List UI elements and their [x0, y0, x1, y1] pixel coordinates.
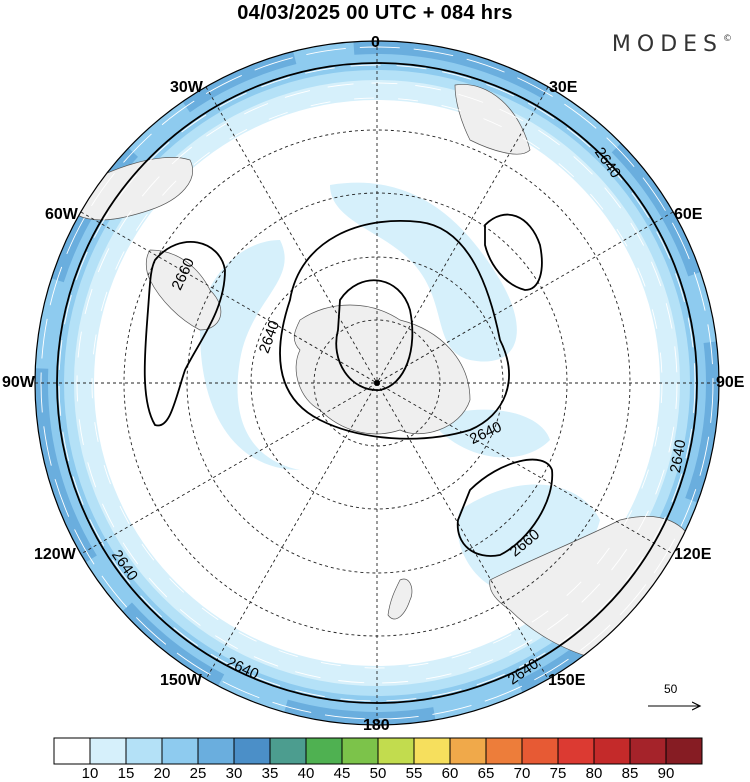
colorbar-swatch — [521, 737, 559, 765]
colorbar-swatch — [557, 737, 595, 765]
colorbar-swatch — [53, 737, 91, 765]
contour-label-east-edge: 2640 — [667, 438, 690, 474]
lon-label-60e: 60E — [674, 206, 703, 223]
colorbar-swatch — [449, 737, 487, 765]
colorbar-tick-label: 75 — [549, 765, 567, 782]
antarctica — [293, 304, 471, 435]
colorbar-tick-label: 20 — [153, 765, 171, 782]
colorbar-swatch — [197, 737, 235, 765]
colorbar-swatch — [269, 737, 307, 765]
contour-2660-west — [143, 241, 226, 427]
lon-label-90e: 90E — [716, 374, 745, 391]
colorbar-swatch — [629, 737, 667, 765]
map-title: 04/03/2025 00 UTC + 084 hrs — [237, 2, 513, 24]
south-america-tip — [145, 249, 222, 331]
lon-label-120w: 120W — [34, 546, 76, 563]
africa-tip — [454, 84, 531, 155]
colorbar-swatch — [341, 737, 379, 765]
new-zealand — [387, 578, 413, 620]
lon-label-180: 180 — [363, 717, 390, 734]
contour-2640-inner — [279, 220, 510, 440]
lon-label-60w: 60W — [45, 206, 78, 223]
colorbar-swatch — [125, 737, 163, 765]
colorbar-tick-label: 55 — [405, 765, 423, 782]
colorbar-swatch — [485, 737, 523, 765]
map-border — [34, 40, 720, 726]
lon-label-120e: 120E — [674, 546, 712, 563]
colorbar-swatch — [377, 737, 415, 765]
colorbar-swatch — [233, 737, 271, 765]
lon-label-150e: 150E — [548, 672, 586, 689]
colorbar-tick-label: 40 — [297, 765, 315, 782]
height-contours — [56, 62, 698, 704]
colorbar-tick-label: 50 — [369, 765, 387, 782]
colorbar-tick-label: 65 — [477, 765, 495, 782]
colorbar-tick-label: 90 — [657, 765, 675, 782]
brand-text: MODES — [611, 32, 723, 57]
colorbar-tick-label: 10 — [81, 765, 99, 782]
colorbar-tick-label: 70 — [513, 765, 531, 782]
colorbar-tick-label: 30 — [225, 765, 243, 782]
colorbar-tick-label: 25 — [189, 765, 207, 782]
lon-label-90w: 90W — [2, 374, 35, 391]
colorbar-tick-label: 85 — [621, 765, 639, 782]
colorbar-tick-label: 35 — [261, 765, 279, 782]
lon-label-30w: 30W — [170, 79, 203, 96]
lon-label-0: 0 — [371, 34, 380, 51]
brand-logo: MODES© — [612, 32, 732, 57]
colorbar — [53, 737, 703, 765]
colorbar-swatch — [413, 737, 451, 765]
colorbar-swatch — [161, 737, 199, 765]
colorbar-swatch — [305, 737, 343, 765]
colorbar-tick-label: 45 — [333, 765, 351, 782]
colorbar-swatch — [665, 737, 703, 765]
lon-label-150w: 150W — [160, 672, 202, 689]
colorbar-tick-label: 80 — [585, 765, 603, 782]
colorbar-swatch — [89, 737, 127, 765]
lon-label-30e: 30E — [549, 79, 578, 96]
contour-2640-outer — [56, 62, 698, 704]
south-america-west — [59, 157, 193, 221]
contour-2660-south — [456, 458, 554, 557]
reference-vector-label: 50 — [664, 682, 678, 696]
copyright-mark: © — [723, 34, 732, 44]
contour-center-low — [335, 279, 414, 391]
contour-2660-east — [484, 213, 543, 291]
colorbar-tick-label: 15 — [117, 765, 135, 782]
colorbar-swatch — [593, 737, 631, 765]
colorbar-tick-label: 60 — [441, 765, 459, 782]
pole-marker — [374, 380, 380, 386]
